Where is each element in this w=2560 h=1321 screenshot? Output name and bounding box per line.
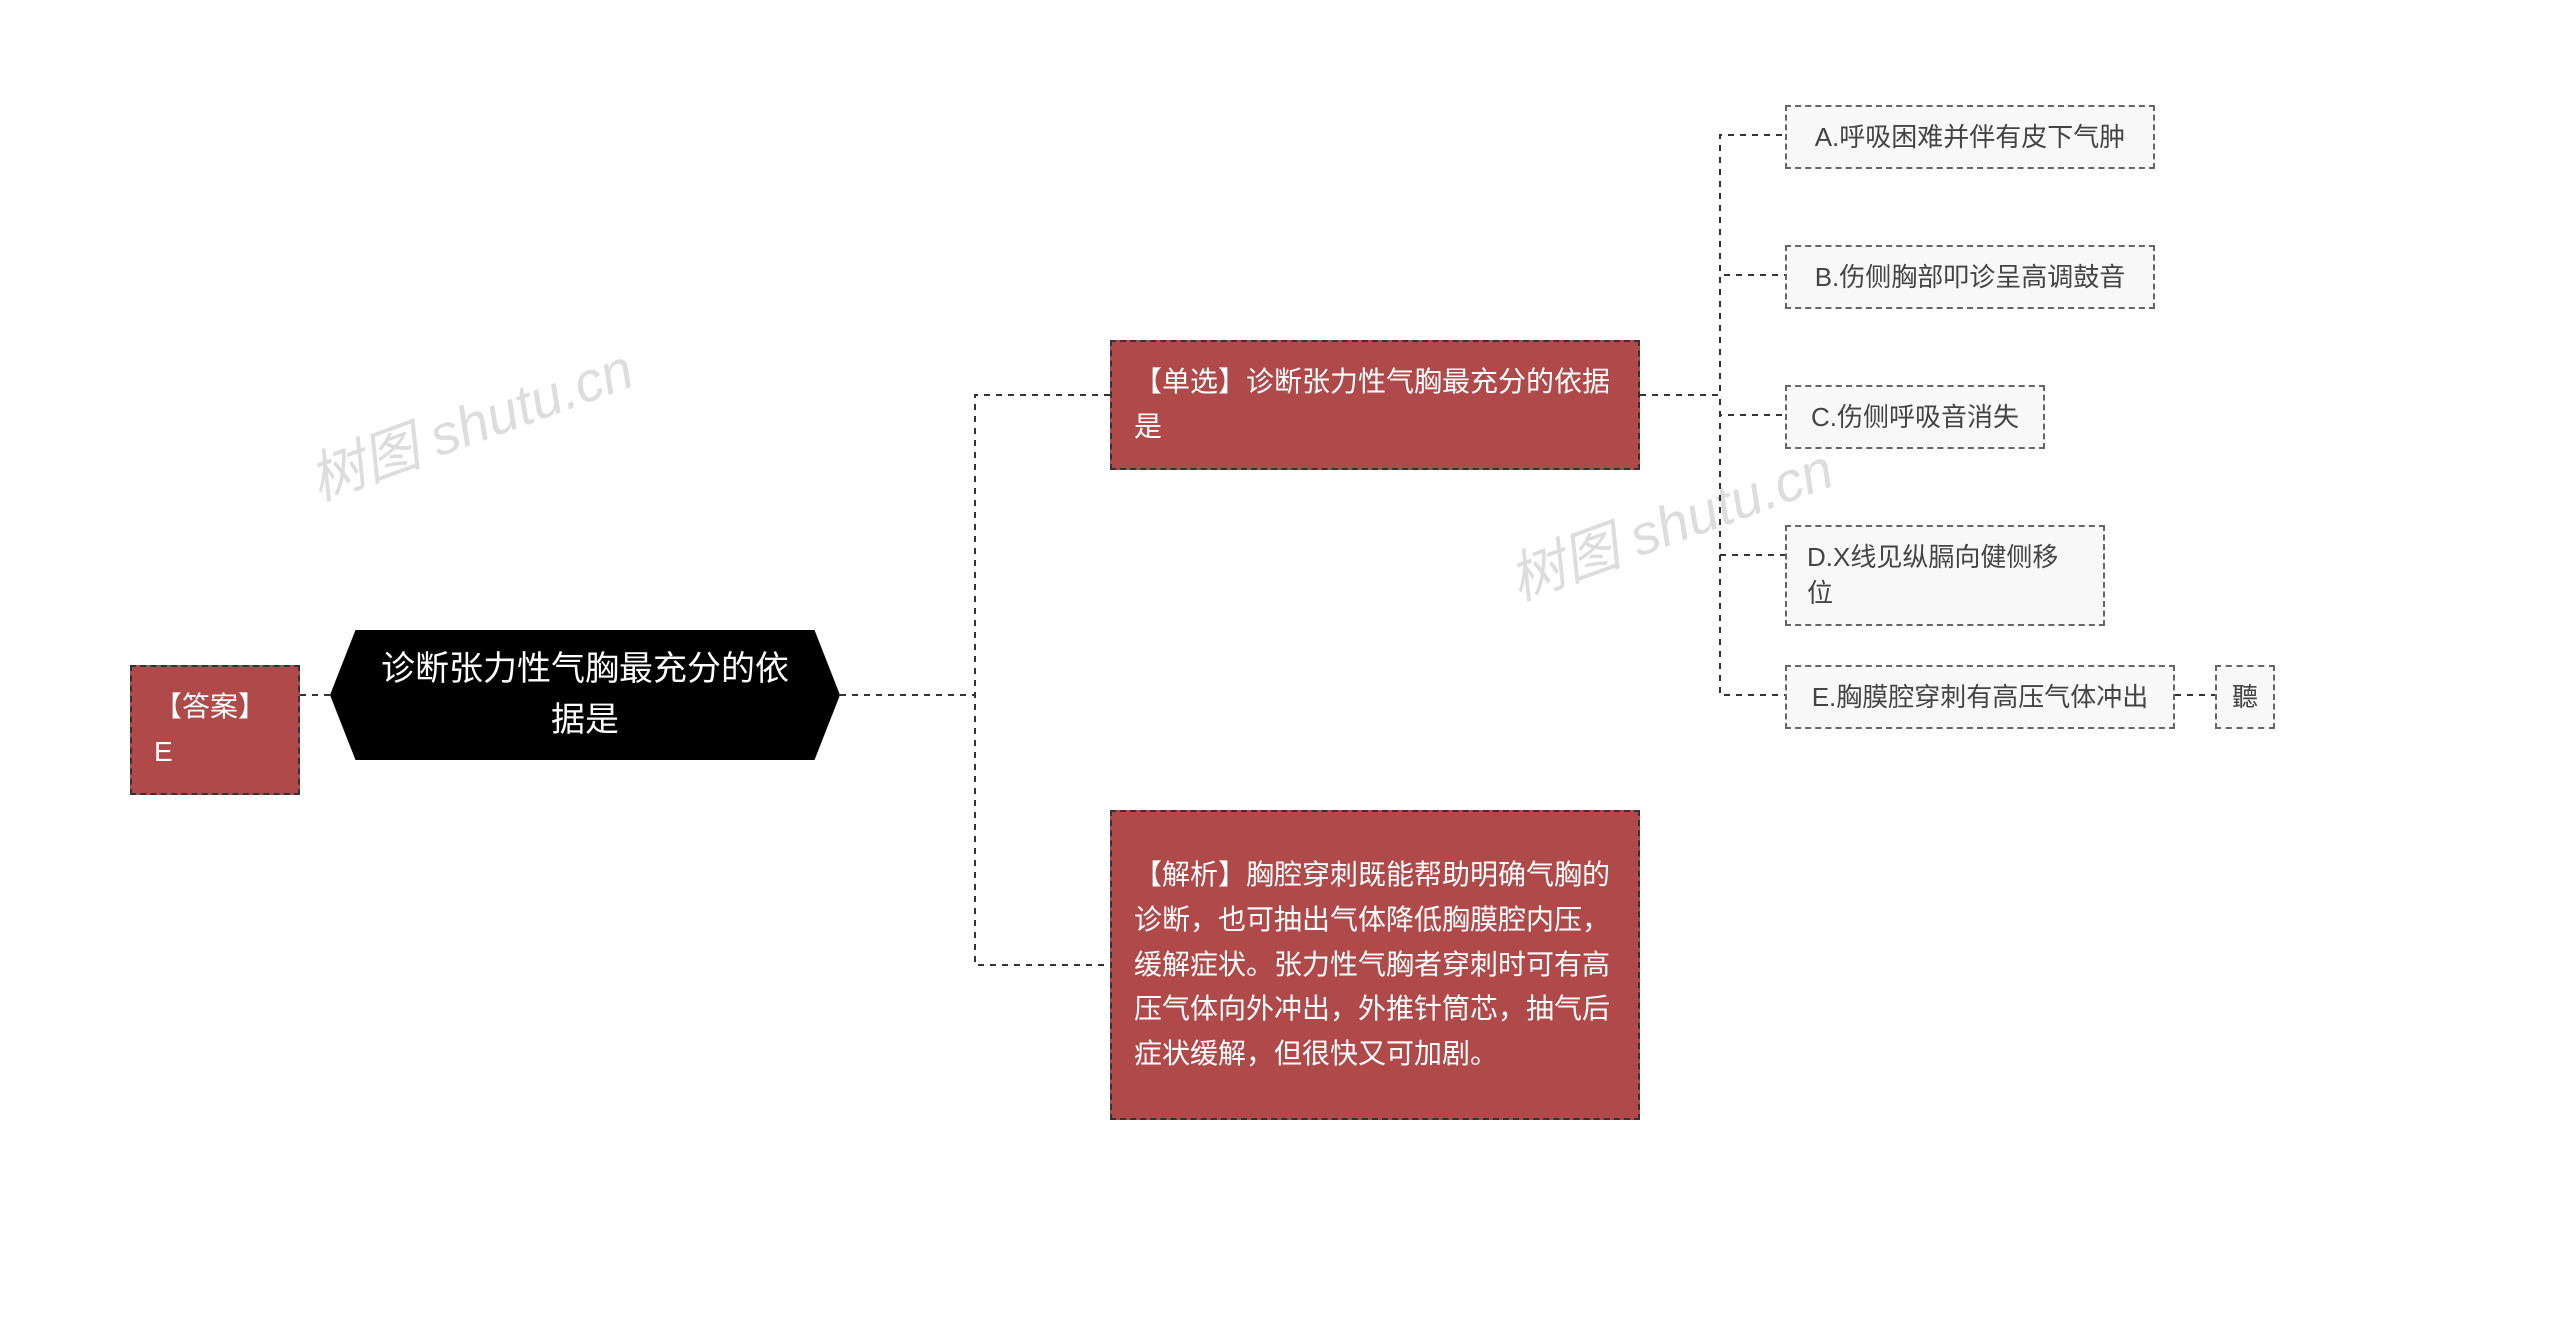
watermark-1: 树图 shutu.cn (296, 324, 643, 516)
option-e-tail: 聽 (2215, 665, 2275, 729)
option-b: B.伤侧胸部叩诊呈高调鼓音 (1785, 245, 2155, 309)
question-node: 【单选】诊断张力性气胸最充分的依据是 (1110, 340, 1640, 470)
option-e: E.胸膜腔穿刺有高压气体冲出 (1785, 665, 2175, 729)
explanation-node: 【解析】胸腔穿刺既能帮助明确气胸的诊断，也可抽出气体降低胸膜腔内压，缓解症状。张… (1110, 810, 1640, 1120)
answer-node: 【答案】E (130, 665, 300, 795)
option-c: C.伤侧呼吸音消失 (1785, 385, 2045, 449)
option-d: D.X线见纵膈向健侧移位 (1785, 525, 2105, 626)
option-a: A.呼吸困难并伴有皮下气肿 (1785, 105, 2155, 169)
root-node: 诊断张力性气胸最充分的依据是 (330, 630, 840, 760)
